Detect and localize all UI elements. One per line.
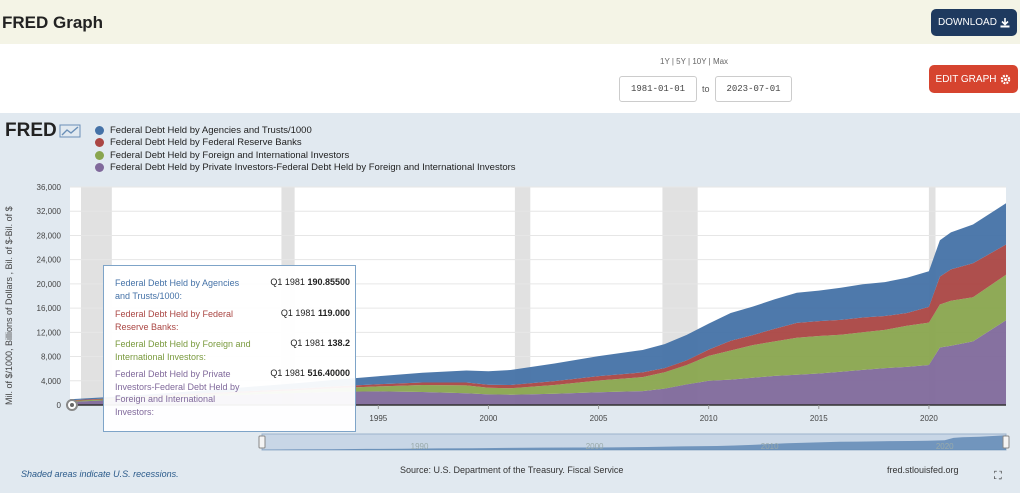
y-tick-label: 28,000 — [37, 231, 62, 240]
legend-item: Federal Debt Held by Agencies and Trusts… — [95, 124, 516, 137]
fred-logo: FRED — [5, 120, 81, 142]
x-tick-label: 2015 — [810, 414, 828, 423]
y-tick-label: 36,000 — [37, 183, 62, 192]
tooltip-value: Q1 1981 138.2 — [290, 338, 350, 348]
site-link[interactable]: fred.stlouisfed.org — [887, 465, 959, 475]
tooltip-value: Q1 1981 516.40000 — [270, 368, 350, 378]
y-tick-label: 24,000 — [37, 256, 62, 265]
recession-note: Shaded areas indicate U.S. recessions. — [21, 469, 179, 479]
download-icon — [1000, 17, 1010, 27]
trend-line-icon — [59, 124, 81, 138]
y-tick-label: 4,000 — [41, 377, 62, 386]
legend-dot — [95, 138, 104, 148]
download-button[interactable]: DOWNLOAD — [931, 9, 1017, 36]
tooltip-series-name: Federal Debt Held by Agencies and Trusts… — [115, 278, 240, 301]
chart-legend: Federal Debt Held by Agencies and Trusts… — [95, 124, 516, 174]
navigator-label: 2000 — [586, 442, 604, 451]
download-label: DOWNLOAD — [938, 17, 997, 28]
area-series — [70, 274, 1006, 402]
navigator-label: 2010 — [761, 442, 779, 451]
navigator-label: 1990 — [411, 442, 429, 451]
legend-dot — [95, 150, 104, 160]
fullscreen-icon[interactable]: ⛶ — [994, 469, 1002, 482]
legend-dot — [95, 163, 104, 173]
edit-graph-label: EDIT GRAPH — [935, 73, 997, 85]
area-series — [70, 203, 1006, 401]
y-tick-label: 8,000 — [41, 353, 62, 362]
range-links[interactable]: 1Y | 5Y | 10Y | Max — [660, 57, 729, 66]
x-tick-label: 2000 — [480, 414, 498, 423]
x-tick-label: 2005 — [590, 414, 608, 423]
page-title: FRED Graph — [2, 13, 104, 32]
x-tick-label: 1995 — [369, 414, 387, 423]
edit-graph-button[interactable]: EDIT GRAPH — [929, 65, 1018, 93]
legend-dot — [95, 125, 104, 135]
x-tick-label: 2020 — [920, 414, 938, 423]
y-tick-label: 12,000 — [37, 328, 62, 337]
legend-item: Federal Debt Held by Foreign and Interna… — [95, 149, 516, 162]
navigator-series — [262, 435, 1006, 450]
y-tick-label: 20,000 — [37, 280, 62, 289]
tooltip-series-name: Federal Debt Held by Private Investors-F… — [115, 369, 240, 417]
x-tick-label: 2010 — [700, 414, 718, 423]
y-tick-label: 32,000 — [37, 207, 62, 216]
page-header: FRED Graph DOWNLOAD — [0, 0, 1020, 44]
y-tick-label: 0 — [57, 401, 62, 410]
gear-icon — [1001, 74, 1011, 84]
tooltip-value: Q1 1981 190.85500 — [270, 277, 350, 287]
start-date-input[interactable]: 1981-01-01 — [619, 76, 697, 102]
recession-band — [514, 187, 531, 405]
y-tick-label: 16,000 — [37, 304, 62, 313]
navigator-label: 2020 — [936, 442, 954, 451]
navigator-handle — [1002, 435, 1010, 449]
hover-point-center — [70, 403, 74, 407]
end-date-input[interactable]: 2023-07-01 — [715, 76, 792, 102]
area-series — [70, 244, 1006, 401]
tooltip-series-name: Federal Debt Held by Federal Reserve Ban… — [115, 309, 234, 332]
chart-tooltip: Federal Debt Held by Agencies and Trusts… — [103, 265, 356, 432]
to-label: to — [702, 84, 710, 94]
tooltip-series-name: Federal Debt Held by Foreign and Interna… — [115, 339, 251, 362]
legend-item: Federal Debt Held by Private Investors-F… — [95, 162, 516, 175]
area-series — [70, 320, 1006, 405]
source-text: Source: U.S. Department of the Treasury.… — [400, 465, 624, 475]
navigator-handle — [258, 435, 266, 449]
tooltip-value: Q1 1981 119.000 — [280, 308, 350, 318]
legend-item: Federal Debt Held by Federal Reserve Ban… — [95, 137, 516, 150]
